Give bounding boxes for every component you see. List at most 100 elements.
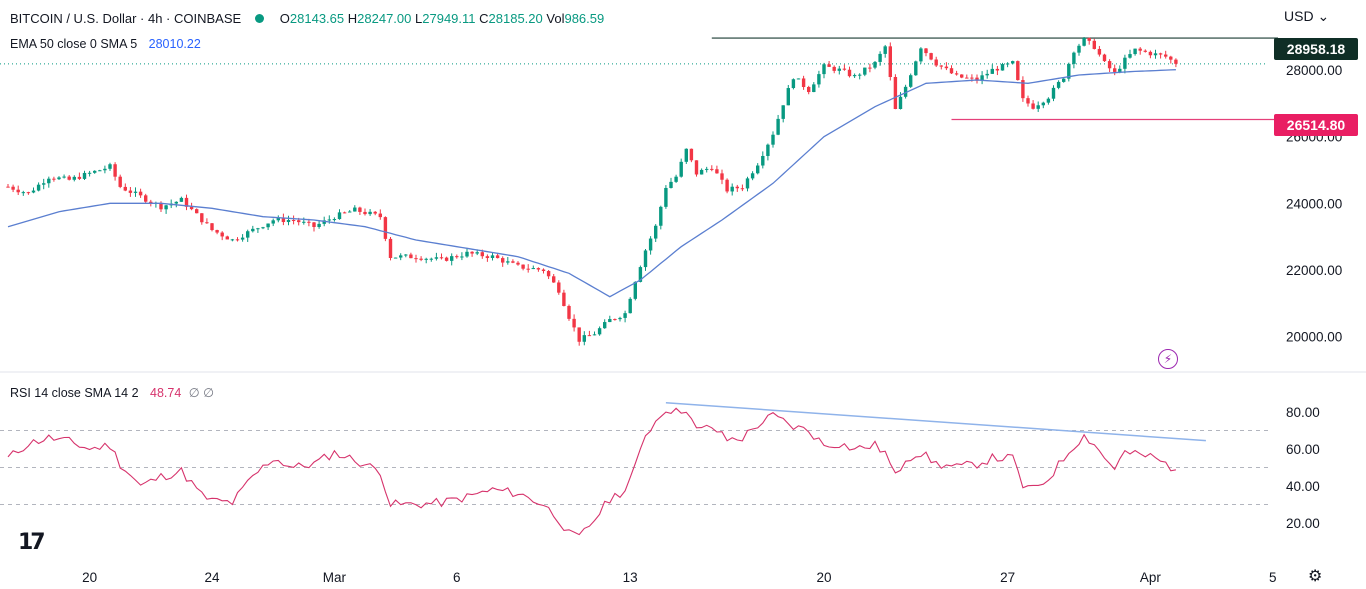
gear-icon[interactable]: ⚙ — [1308, 568, 1323, 585]
candle — [618, 316, 622, 322]
candle-body — [934, 59, 938, 66]
candle — [837, 65, 841, 75]
time-axis-label: 24 — [204, 570, 220, 585]
candle — [368, 209, 372, 216]
candle — [67, 175, 71, 181]
candle-body — [57, 177, 61, 180]
candle-body — [684, 148, 688, 162]
candle-body — [276, 217, 280, 221]
candle-body — [735, 186, 739, 189]
time-axis-label: 20 — [82, 570, 97, 585]
candle — [1046, 97, 1051, 105]
candle — [450, 253, 454, 266]
candle-body — [297, 220, 301, 223]
candle-body — [220, 232, 224, 237]
candle-body — [837, 68, 841, 71]
candle — [144, 193, 148, 204]
candle-body — [633, 281, 637, 299]
market-status-dot — [255, 14, 265, 23]
candle-body — [444, 257, 449, 261]
candle-body — [705, 168, 709, 170]
candle — [965, 74, 969, 79]
candle-body — [240, 237, 245, 240]
candle — [220, 231, 224, 241]
candle-body — [873, 61, 877, 68]
candle — [393, 257, 398, 259]
candle-body — [929, 53, 933, 60]
candle-body — [1153, 53, 1158, 56]
candle — [577, 327, 581, 346]
candle-body — [562, 292, 566, 306]
candle — [1072, 51, 1076, 69]
symbol-title[interactable]: BITCOIN / U.S. Dollar · 4h · COINBASE — [10, 11, 242, 26]
tradingview-logo[interactable]: 𝟭𝟳 — [18, 530, 46, 555]
candle-body — [643, 250, 648, 268]
ema-legend[interactable]: EMA 50 close 0 SMA 5 28010.22 — [10, 36, 201, 52]
candle — [82, 170, 87, 181]
candle — [689, 148, 694, 163]
candle — [271, 218, 275, 227]
candle-body — [485, 256, 490, 259]
candle — [679, 158, 683, 178]
candle-body — [781, 105, 785, 119]
time-axis-label: 20 — [816, 570, 831, 585]
candle — [669, 177, 673, 189]
candle-body — [67, 176, 71, 180]
candle-body — [801, 78, 806, 88]
candle-body — [36, 184, 41, 191]
candle — [495, 253, 500, 259]
candle — [873, 60, 877, 70]
lightning-icon[interactable]: ⚡ — [1158, 349, 1178, 369]
candle-body — [577, 327, 581, 342]
candle-body — [1067, 63, 1071, 79]
candle — [210, 222, 214, 232]
candle-body — [1097, 48, 1102, 55]
candle — [817, 70, 821, 88]
candle-body — [812, 84, 816, 93]
rsi-trendline — [665, 402, 1206, 442]
candle-body — [1031, 103, 1035, 109]
candle-body — [1077, 45, 1081, 53]
candle-body — [133, 191, 138, 193]
candle-body — [1026, 98, 1030, 104]
candle — [1097, 45, 1102, 57]
candle — [26, 191, 31, 195]
candle — [715, 165, 719, 174]
candle-body — [975, 77, 979, 81]
candle — [546, 270, 551, 280]
rsi-line — [7, 407, 1177, 536]
candle — [348, 210, 352, 213]
candle-body — [429, 258, 433, 260]
candle-body — [138, 191, 143, 196]
candle — [388, 237, 393, 261]
candle-body — [490, 255, 495, 259]
candle — [470, 251, 474, 257]
candle-body — [225, 236, 229, 240]
candle-body — [128, 190, 133, 193]
ema-line — [7, 69, 1176, 298]
candle — [16, 185, 20, 195]
candle-body — [730, 186, 734, 192]
candle-body — [1087, 38, 1091, 41]
candle-body — [414, 258, 418, 260]
candle — [93, 170, 97, 174]
candle — [47, 176, 51, 188]
candle-body — [1005, 63, 1010, 65]
candle-body — [210, 223, 214, 231]
candle-body — [322, 220, 326, 224]
candle — [1133, 48, 1137, 56]
candle — [1021, 76, 1025, 102]
time-axis-label: 5 — [1269, 570, 1277, 585]
candle-body — [919, 48, 923, 62]
time-axis-label: 27 — [1000, 570, 1015, 585]
ohlc-c-label: C — [479, 11, 489, 26]
rsi-legend[interactable]: RSI 14 close SMA 14 2 48.74 ∅ ∅ — [10, 385, 214, 401]
candle-body — [439, 257, 444, 259]
candle — [633, 281, 637, 301]
currency-selector[interactable]: USD ⌄ — [1284, 8, 1329, 25]
candle-body — [93, 170, 97, 173]
candle — [648, 236, 653, 255]
ohlc-o-label: O — [279, 11, 290, 26]
candle-body — [603, 322, 607, 329]
